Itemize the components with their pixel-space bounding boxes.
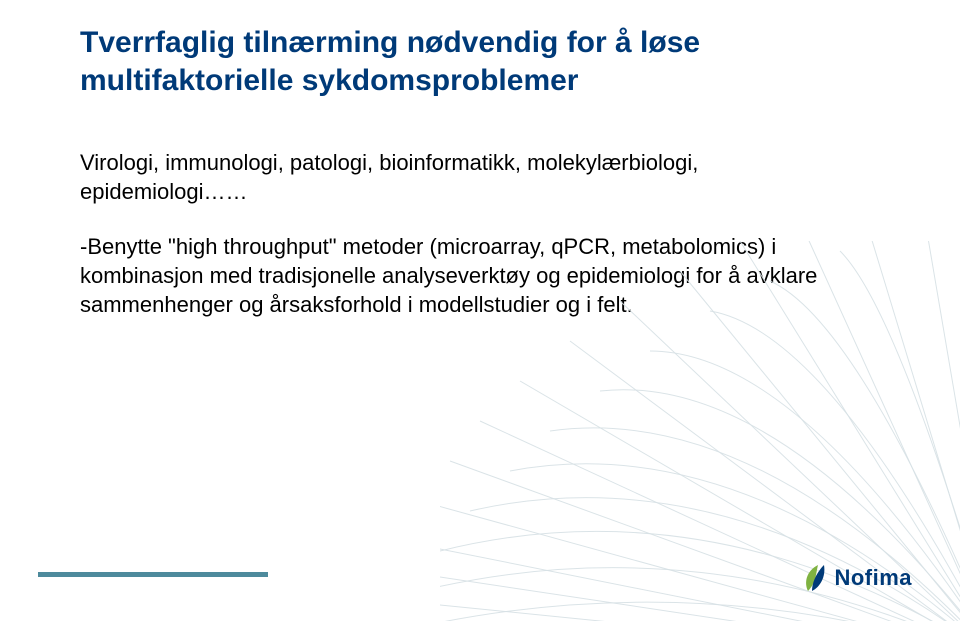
- body-paragraph-2: -Benytte "high throughput" metoder (micr…: [80, 232, 850, 319]
- footer-bar: [38, 572, 268, 577]
- logo-text: Nofima: [834, 565, 912, 591]
- slide-body: Virologi, immunologi, patologi, bioinfor…: [80, 148, 850, 345]
- leaf-icon: [802, 563, 828, 593]
- slide: Tverrfaglig tilnærming nødvendig for å l…: [0, 0, 960, 621]
- slide-title: Tverrfaglig tilnærming nødvendig for å l…: [80, 24, 880, 101]
- body-paragraph-1: Virologi, immunologi, patologi, bioinfor…: [80, 148, 850, 206]
- nofima-logo: Nofima: [802, 563, 912, 593]
